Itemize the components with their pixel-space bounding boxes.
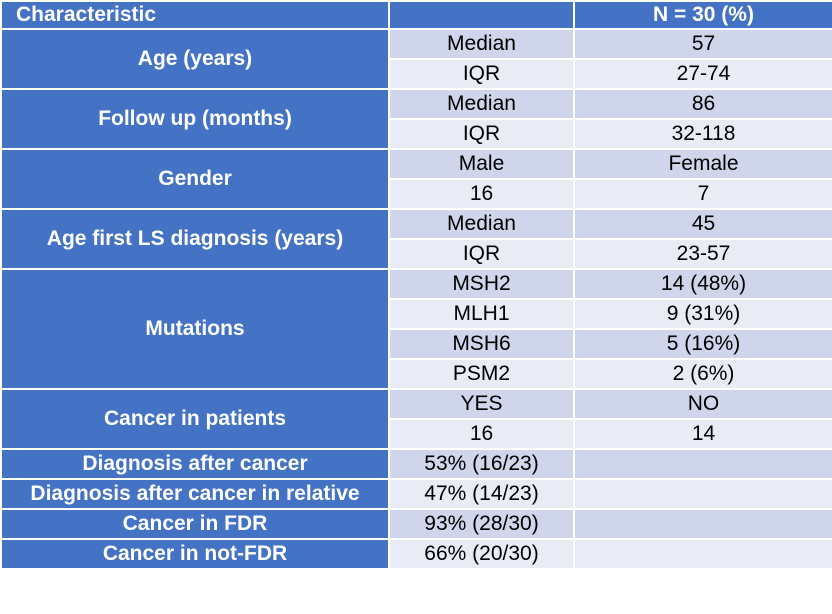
cell-value: 7 — [573, 178, 832, 210]
row-label-gender: Gender — [0, 148, 390, 210]
cell-sub: IQR — [388, 58, 575, 90]
cell-value: 86 — [573, 88, 832, 120]
table-row: 16 7 — [1, 178, 832, 210]
table-row: MSH6 5 (16%) — [1, 328, 832, 360]
cell-value: 57 — [573, 28, 832, 60]
cell-empty — [573, 538, 832, 570]
table-row: 16 14 — [1, 418, 832, 450]
table-row: MLH1 9 (31%) — [1, 298, 832, 330]
row-label-follow-up: Follow up (months) — [0, 88, 390, 150]
table-row: Diagnosis after cancer 53% (16/23) — [0, 448, 832, 480]
header-row: Characteristic N = 30 (%) — [0, 0, 832, 30]
cell-sub: YES — [388, 388, 575, 420]
cell-value: 32-118 — [573, 118, 832, 150]
table-row: IQR 23-57 — [1, 238, 832, 270]
table-row: Cancer in FDR 93% (28/30) — [0, 508, 832, 540]
cell-empty — [573, 478, 832, 510]
cell-value: 27-74 — [573, 58, 832, 90]
row-label-diagnosis-after-cancer: Diagnosis after cancer — [0, 448, 390, 480]
row-label-cancer-in-patients: Cancer in patients — [0, 388, 390, 450]
table-row: Gender Male Female — [0, 148, 832, 210]
table-row: Age (years) Median 57 — [0, 28, 832, 90]
cell-value: 93% (28/30) — [388, 508, 575, 540]
cell-value: 14 — [573, 418, 832, 450]
header-count: N = 30 (%) — [573, 0, 832, 30]
cell-value: 66% (20/30) — [388, 538, 575, 570]
cell-empty — [573, 448, 832, 480]
cell-sub: MLH1 — [388, 298, 575, 330]
table-row: Follow up (months) Median 86 — [0, 88, 832, 150]
row-label-age: Age (years) — [0, 28, 390, 90]
cell-value: 2 (6%) — [573, 358, 832, 390]
cell-sub: Median — [388, 88, 575, 120]
cell-value: 9 (31%) — [573, 298, 832, 330]
cell-value: 14 (48%) — [573, 268, 832, 300]
cell-sub: IQR — [388, 238, 575, 270]
cell-sub: 16 — [388, 178, 575, 210]
cell-sub: IQR — [388, 118, 575, 150]
cell-value: 47% (14/23) — [388, 478, 575, 510]
cell-sub: Median — [388, 28, 575, 60]
cell-value: 23-57 — [573, 238, 832, 270]
cell-value: Female — [573, 148, 832, 180]
header-characteristic: Characteristic — [0, 0, 390, 30]
cell-value: 53% (16/23) — [388, 448, 575, 480]
cell-sub: PSM2 — [388, 358, 575, 390]
table-row: Cancer in not-FDR 66% (20/30) — [0, 538, 832, 570]
characteristics-table: Characteristic N = 30 (%) Age (years) Me… — [0, 0, 832, 570]
table-row: Cancer in patients YES NO — [0, 388, 832, 450]
header-blank — [388, 0, 575, 30]
table-row: Diagnosis after cancer in relative 47% (… — [0, 478, 832, 510]
table-row: IQR 32-118 — [1, 118, 832, 150]
cell-sub: MSH2 — [388, 268, 575, 300]
cell-sub: MSH6 — [388, 328, 575, 360]
cell-sub: 16 — [388, 418, 575, 450]
row-label-cancer-in-fdr: Cancer in FDR — [0, 508, 390, 540]
cell-sub: Median — [388, 208, 575, 240]
table-row: Age first LS diagnosis (years) Median 45 — [0, 208, 832, 270]
row-label-age-first-ls-diagnosis: Age first LS diagnosis (years) — [0, 208, 390, 270]
row-label-diagnosis-after-cancer-in-relative: Diagnosis after cancer in relative — [0, 478, 390, 510]
row-label-mutations: Mutations — [0, 268, 390, 390]
row-label-cancer-in-not-fdr: Cancer in not-FDR — [0, 538, 390, 570]
cell-value: NO — [573, 388, 832, 420]
cell-value: 45 — [573, 208, 832, 240]
cell-empty — [573, 508, 832, 540]
cell-sub: Male — [388, 148, 575, 180]
table-row: Mutations MSH2 14 (48%) — [0, 268, 832, 390]
cell-value: 5 (16%) — [573, 328, 832, 360]
